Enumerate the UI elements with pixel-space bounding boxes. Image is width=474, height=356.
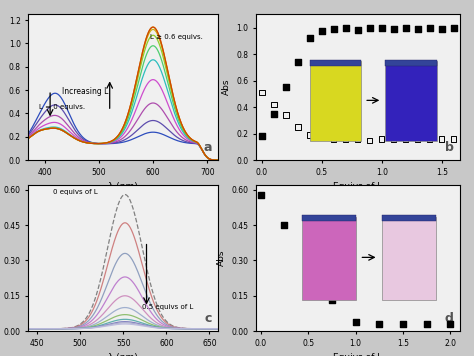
Point (258, 90, 266, 95)
Point (282, 112, 290, 118)
Point (426, 25, 434, 30)
X-axis label: Equivs of L: Equivs of L (333, 182, 383, 192)
Point (328, 298, 336, 303)
Point (390, 26, 398, 32)
Point (375, 321, 383, 327)
Point (318, 135, 326, 141)
Text: d: d (445, 312, 454, 325)
Point (294, 124, 302, 130)
Point (294, 59, 302, 65)
Point (426, 136, 434, 142)
Point (342, 136, 350, 142)
Point (330, 26, 337, 32)
Point (402, 136, 410, 142)
Point (399, 321, 407, 327)
Text: L = 0 equivs.: L = 0 equivs. (39, 104, 85, 110)
Point (304, 269, 312, 275)
Point (352, 319, 359, 325)
Y-axis label: Abs: Abs (0, 79, 3, 95)
Point (330, 136, 337, 142)
Point (282, 84, 290, 90)
Point (438, 26, 446, 32)
Point (342, 25, 350, 30)
Point (366, 25, 374, 30)
Point (423, 321, 430, 327)
Point (366, 137, 374, 143)
Point (270, 101, 278, 107)
Point (318, 28, 326, 34)
Text: a: a (204, 141, 212, 155)
Point (438, 136, 446, 142)
X-axis label: λ (nm): λ (nm) (109, 182, 138, 192)
Point (378, 136, 386, 142)
Point (257, 192, 264, 197)
Y-axis label: Abs: Abs (217, 250, 226, 266)
Text: Increasing L: Increasing L (62, 87, 109, 96)
Text: 0.5 equivs of L: 0.5 equivs of L (142, 304, 193, 310)
Point (306, 35, 314, 41)
Point (306, 132, 314, 138)
Point (270, 111, 278, 117)
Point (258, 134, 266, 139)
Point (402, 25, 410, 30)
Point (450, 136, 457, 142)
Point (414, 136, 421, 142)
Text: b: b (445, 141, 454, 155)
Point (447, 321, 454, 327)
Y-axis label: Abs: Abs (222, 79, 231, 95)
Point (354, 27, 362, 33)
Point (414, 26, 421, 32)
Point (450, 25, 457, 30)
Point (281, 222, 288, 228)
X-axis label: λ (nm): λ (nm) (109, 353, 138, 356)
Text: c: c (205, 312, 212, 325)
Point (390, 136, 398, 142)
X-axis label: Equivs of L: Equivs of L (333, 353, 383, 356)
Text: 0 equivs of L: 0 equivs of L (53, 189, 97, 195)
Text: L ≥ 0.6 equivs.: L ≥ 0.6 equivs. (150, 34, 203, 40)
Point (378, 25, 386, 30)
Point (354, 136, 362, 142)
